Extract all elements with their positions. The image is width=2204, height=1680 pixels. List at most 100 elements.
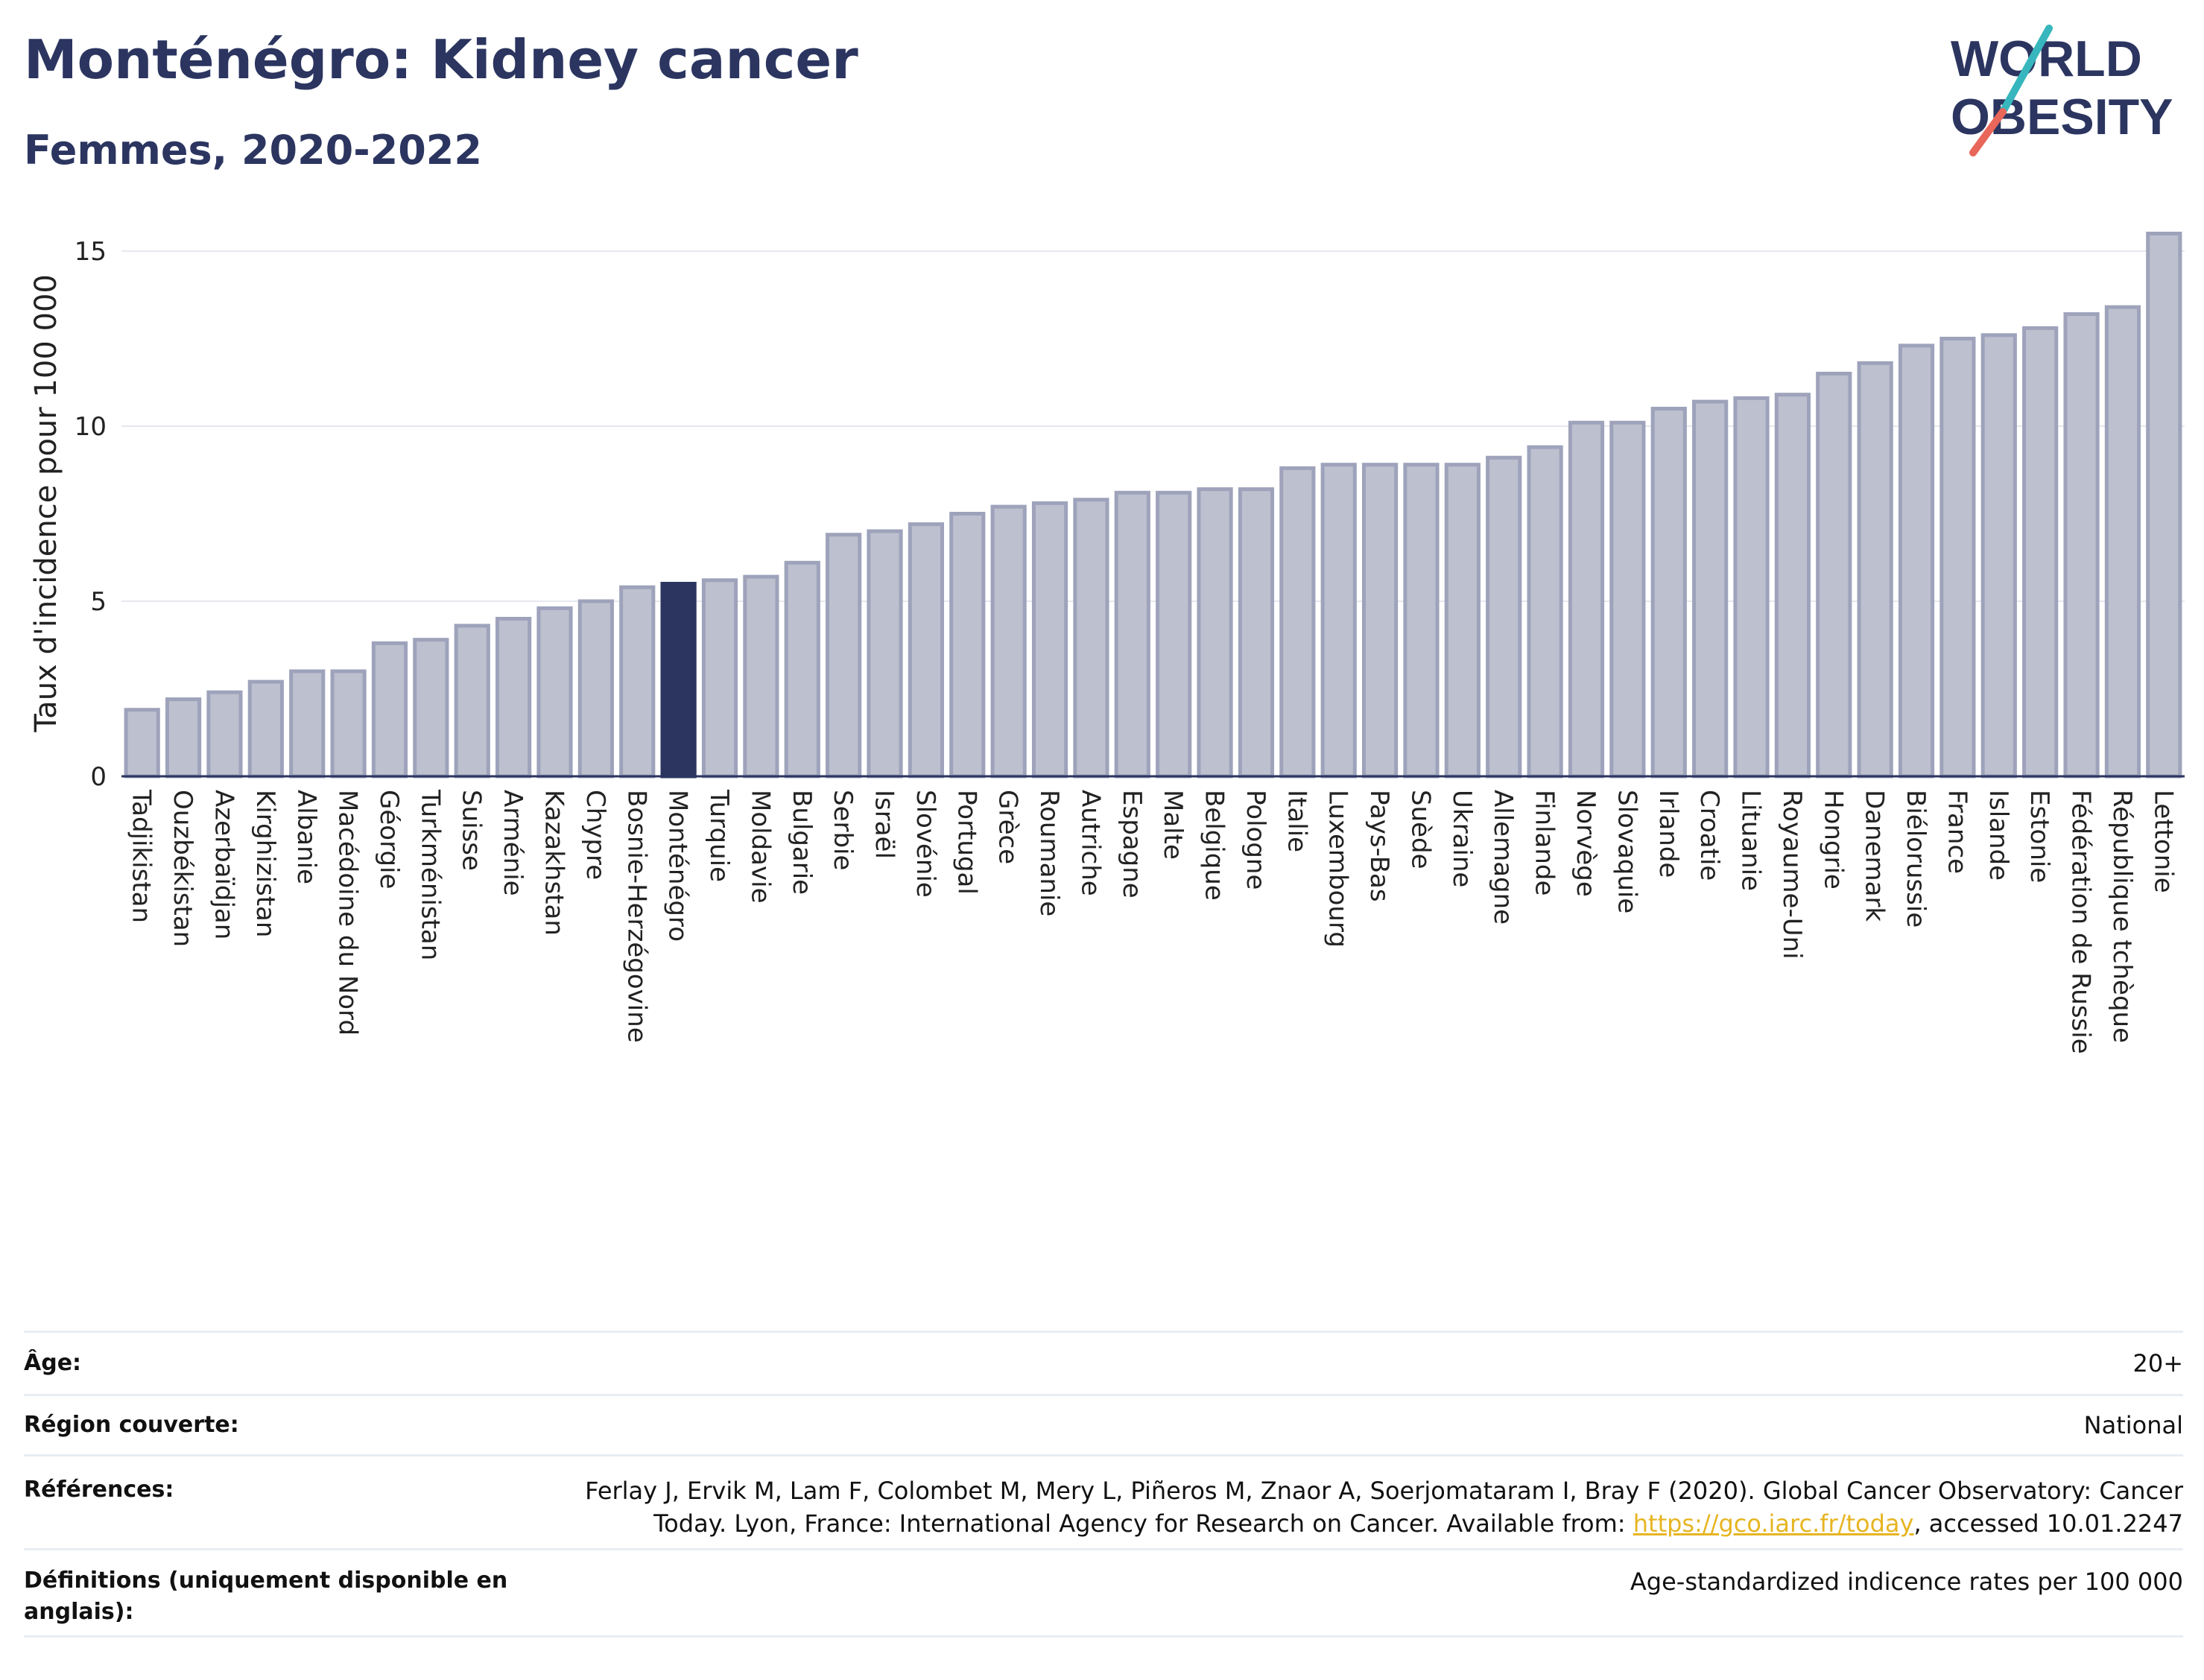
x-tick-label: Turkménistan [415, 789, 445, 960]
x-tick-label: Serbie [828, 790, 858, 870]
x-tick-label: Allemagne [1488, 790, 1518, 925]
x-tick-label: Monténégro [663, 790, 693, 942]
x-tick-label: Danemark [1860, 790, 1890, 922]
meta-row-region: Région couverte: National [24, 1394, 2183, 1454]
bar [1486, 455, 1522, 779]
bar [2063, 312, 2100, 779]
x-tick-label: Macédoine du Nord [333, 790, 363, 1036]
references-text-1: Ferlay J, Ervik M, Lam F, Colombet M, Me… [585, 1477, 2183, 1505]
x-tick-label: Turquie [704, 789, 734, 882]
x-tick-label: Grèce [993, 790, 1023, 864]
bar [247, 679, 284, 779]
bar [743, 574, 779, 779]
x-tick-label: Islande [1983, 790, 2013, 881]
bar [371, 641, 408, 779]
x-tick-label: Kazakhstan [539, 790, 569, 936]
x-tick-label: France [1942, 790, 1972, 874]
x-tick-label: Croatie [1694, 790, 1724, 881]
x-tick-label: Bulgarie [787, 790, 817, 895]
bar [536, 606, 573, 779]
x-tick-label: Suède [1405, 790, 1435, 869]
bar [289, 669, 326, 779]
region-value: National [2083, 1411, 2183, 1439]
bar [2022, 326, 2059, 779]
bar [206, 690, 243, 779]
x-tick-label: Azerbaïdjan [209, 790, 238, 939]
bar [1898, 343, 1935, 779]
bar [784, 560, 820, 779]
x-tick-label: Espagne [1117, 790, 1147, 898]
x-tick-label: Arménie [498, 790, 528, 896]
meta-row-age: Âge: 20+ [24, 1331, 2183, 1394]
x-tick-label: Estonie [2024, 790, 2054, 883]
bar [454, 624, 490, 779]
x-tick-label: Suisse [457, 790, 487, 871]
bar [949, 512, 986, 779]
bar [1320, 463, 1357, 779]
x-tick-label: Autriche [1075, 790, 1105, 896]
x-tick-label: Moldavie [745, 790, 775, 904]
bar [1361, 463, 1399, 779]
x-tick-label: Pays-Bas [1364, 790, 1394, 902]
bar [908, 522, 945, 779]
meta-row-definitions: Définitions (uniquement disponible en an… [24, 1548, 2183, 1638]
definitions-label: Définitions (uniquement disponible en an… [24, 1568, 508, 1625]
bar [165, 697, 202, 779]
references-label: Références: [24, 1477, 174, 1503]
bar [2104, 305, 2141, 779]
bar [330, 669, 367, 779]
bar [1444, 463, 1481, 779]
references-link[interactable]: https://gco.iarc.fr/today [1633, 1509, 1914, 1538]
bar [1238, 487, 1275, 779]
bar [1857, 361, 1893, 779]
metadata-table: Âge: 20+ Région couverte: National Référ… [24, 1331, 2183, 1638]
x-tick-label: Malte [1158, 790, 1188, 860]
x-tick-label: Roumanie [1034, 790, 1064, 916]
x-tick-label: Lettonie [2148, 790, 2178, 893]
x-tick-label: Fédération de Russie [2066, 790, 2096, 1054]
region-label: Région couverte: [24, 1412, 239, 1438]
meta-row-references: Références: Ferlay J, Ervik M, Lam F, Co… [24, 1454, 2183, 1548]
bar [1568, 420, 1605, 779]
references-text-3: , accessed 10.01.2247 [1913, 1509, 2183, 1538]
x-tick-label: Géorgie [374, 790, 404, 889]
x-tick-label: Lituanie [1736, 790, 1766, 891]
y-tick-label: 5 [90, 587, 107, 617]
bar [990, 504, 1027, 779]
x-tick-label: Portugal [951, 790, 981, 895]
bar [826, 533, 862, 779]
bar [577, 599, 614, 779]
bar [1031, 501, 1068, 779]
x-tick-label: Albanie [291, 790, 321, 884]
y-tick-label: 0 [90, 762, 107, 792]
x-tick-label: Finlande [1530, 790, 1559, 896]
bar [1816, 372, 1852, 779]
bar [660, 582, 697, 779]
bar [1692, 399, 1729, 779]
bar [1156, 490, 1192, 779]
page-subtitle: Femmes, 2020-2022 [24, 127, 482, 174]
bar [1609, 420, 1646, 779]
x-tick-label: Bosnie-Herzégovine [621, 790, 651, 1043]
bar [413, 638, 449, 779]
x-tick-label: Kirghizistan [250, 790, 280, 937]
y-tick-label: 15 [75, 237, 107, 267]
x-tick-label: Chypre [580, 790, 610, 880]
bar [701, 578, 738, 779]
x-tick-label: Belgique [1200, 790, 1229, 901]
x-tick-label: Irlande [1653, 790, 1683, 878]
page-title: Monténégro: Kidney cancer [24, 28, 858, 91]
bar [1527, 445, 1563, 779]
x-tick-label: Italie [1282, 790, 1311, 852]
references-text-2: Today. Lyon, France: International Agenc… [653, 1509, 1633, 1538]
age-value: 20+ [2132, 1349, 2183, 1378]
bar [495, 617, 532, 779]
bar-chart: 0 5 10 15 Taux d'incidence pour 100 000 Tadji… [29, 232, 2185, 1054]
bar [1073, 498, 1109, 779]
x-tick-label: Biélorussie [1901, 790, 1931, 928]
age-label: Âge: [24, 1350, 82, 1376]
definitions-value: Age-standardized indicence rates per 100… [1630, 1568, 2183, 1596]
bar [1279, 466, 1316, 779]
bar [1939, 337, 1976, 779]
world-obesity-logo: WORLD OBESITY [1951, 25, 2173, 156]
